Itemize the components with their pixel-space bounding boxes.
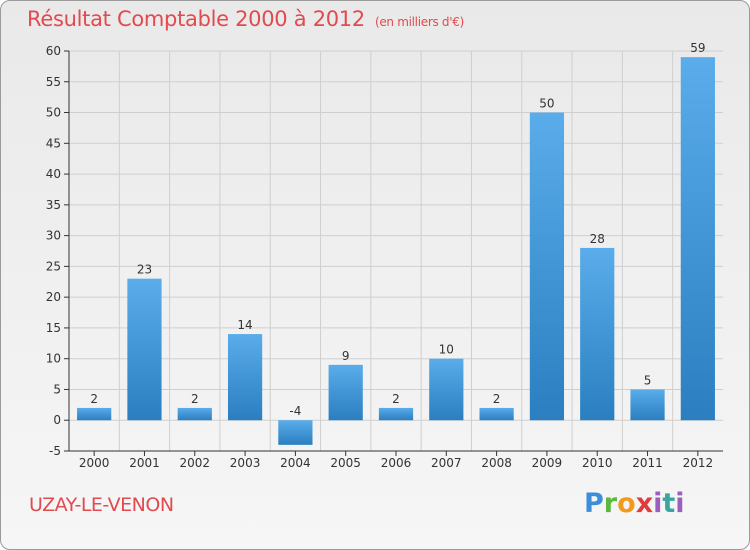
bar-value-label: 23 bbox=[137, 263, 152, 277]
logo-letter: P bbox=[584, 488, 604, 519]
x-tick-label: 2003 bbox=[230, 456, 261, 470]
y-tick-label: 30 bbox=[46, 229, 61, 243]
x-tick-label: 2010 bbox=[582, 456, 613, 470]
chart-title-text: Résultat Comptable 2000 à 2012 bbox=[27, 7, 365, 31]
y-tick-label: 45 bbox=[46, 136, 61, 150]
bar bbox=[479, 407, 514, 421]
x-tick-label: 2004 bbox=[280, 456, 311, 470]
y-tick-label: 0 bbox=[53, 413, 61, 427]
bar-value-label: 2 bbox=[493, 392, 501, 406]
y-tick-label: 35 bbox=[46, 198, 61, 212]
bar bbox=[378, 407, 414, 421]
bar bbox=[680, 57, 715, 421]
logo-letter: i bbox=[675, 488, 685, 519]
bar bbox=[529, 112, 565, 421]
x-tick-label: 2008 bbox=[481, 456, 512, 470]
y-tick-label: 15 bbox=[46, 321, 61, 335]
y-tick-label: 5 bbox=[53, 382, 61, 396]
logo-letter: o bbox=[617, 488, 636, 519]
x-tick-label: 2005 bbox=[330, 456, 361, 470]
bar-value-label: -4 bbox=[289, 404, 301, 418]
y-tick-label: 40 bbox=[46, 167, 61, 181]
logo-letter: x bbox=[635, 488, 654, 519]
proxiti-logo[interactable]: Proxiti bbox=[584, 488, 685, 519]
x-tick-label: 2012 bbox=[683, 456, 714, 470]
chart-title: Résultat Comptable 2000 à 2012 (en millie… bbox=[27, 7, 464, 31]
bar-value-label: 28 bbox=[590, 232, 605, 246]
x-tick-label: 2006 bbox=[381, 456, 412, 470]
bar bbox=[580, 247, 615, 421]
bar-value-label: 14 bbox=[237, 318, 252, 332]
bar-value-label: 59 bbox=[690, 41, 705, 55]
bar-value-label: 10 bbox=[439, 343, 454, 357]
bar bbox=[429, 358, 464, 421]
logo-letter: i bbox=[653, 488, 663, 519]
x-tick-label: 2001 bbox=[129, 456, 160, 470]
logo-letter: t bbox=[662, 488, 676, 519]
chart-unit-note: (en milliers d'€) bbox=[374, 15, 464, 29]
bar-value-label: 5 bbox=[644, 373, 652, 387]
bar bbox=[630, 389, 665, 421]
bar-value-label: 2 bbox=[90, 392, 98, 406]
x-tick-label: 2009 bbox=[532, 456, 563, 470]
bar-value-label: 9 bbox=[342, 349, 350, 363]
bar-value-label: 2 bbox=[191, 392, 199, 406]
bar bbox=[127, 278, 162, 421]
bar bbox=[328, 364, 363, 421]
y-tick-label: 20 bbox=[46, 290, 61, 304]
y-tick-label: 60 bbox=[46, 44, 61, 58]
x-tick-label: 2011 bbox=[632, 456, 663, 470]
y-tick-label: 50 bbox=[46, 106, 61, 120]
logo-letter: r bbox=[603, 488, 618, 519]
x-tick-label: 2007 bbox=[431, 456, 462, 470]
x-tick-label: 2002 bbox=[179, 456, 210, 470]
y-tick-label: 55 bbox=[46, 75, 61, 89]
bar-value-label: 2 bbox=[392, 392, 400, 406]
y-tick-label: 25 bbox=[46, 259, 61, 273]
x-tick-label: 2000 bbox=[79, 456, 110, 470]
y-tick-label: -5 bbox=[49, 444, 61, 458]
commune-name: UZAY-LE-VENON bbox=[29, 494, 174, 516]
bar-value-label: 50 bbox=[539, 97, 554, 111]
bar bbox=[177, 407, 212, 421]
bar bbox=[227, 334, 263, 421]
y-tick-label: 10 bbox=[46, 352, 61, 366]
bar bbox=[77, 407, 112, 421]
bar bbox=[278, 420, 313, 445]
